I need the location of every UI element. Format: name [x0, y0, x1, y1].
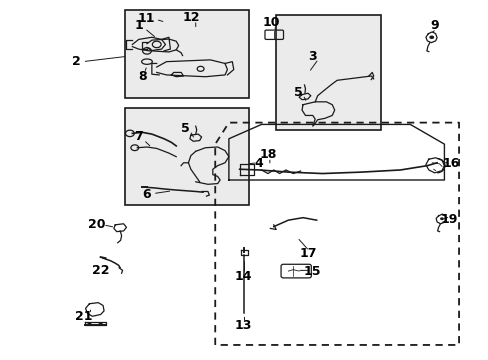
Text: 10: 10	[262, 16, 280, 29]
Text: 2: 2	[72, 55, 81, 68]
Text: 18: 18	[259, 148, 276, 161]
Circle shape	[87, 322, 91, 325]
Circle shape	[99, 322, 102, 325]
Circle shape	[428, 36, 433, 39]
Text: 14: 14	[234, 270, 252, 283]
Text: 5: 5	[180, 122, 189, 135]
Text: 16: 16	[442, 157, 460, 170]
Text: 6: 6	[142, 188, 151, 201]
Circle shape	[439, 217, 443, 220]
Text: 7: 7	[134, 130, 143, 144]
FancyBboxPatch shape	[276, 15, 380, 130]
Text: 20: 20	[88, 218, 105, 231]
Text: 17: 17	[299, 247, 316, 260]
Text: 3: 3	[308, 50, 316, 63]
FancyBboxPatch shape	[125, 10, 249, 98]
Text: 1: 1	[134, 19, 143, 32]
Text: 5: 5	[293, 86, 302, 99]
Text: 4: 4	[254, 157, 263, 170]
Text: 8: 8	[138, 69, 146, 82]
FancyBboxPatch shape	[125, 108, 249, 205]
Text: 11: 11	[137, 12, 154, 25]
Text: 13: 13	[234, 319, 252, 332]
Text: 12: 12	[182, 11, 199, 24]
Text: 15: 15	[304, 265, 321, 278]
Text: 22: 22	[92, 264, 109, 277]
Text: 9: 9	[429, 19, 438, 32]
Text: 19: 19	[440, 213, 457, 226]
Text: 21: 21	[75, 310, 92, 324]
